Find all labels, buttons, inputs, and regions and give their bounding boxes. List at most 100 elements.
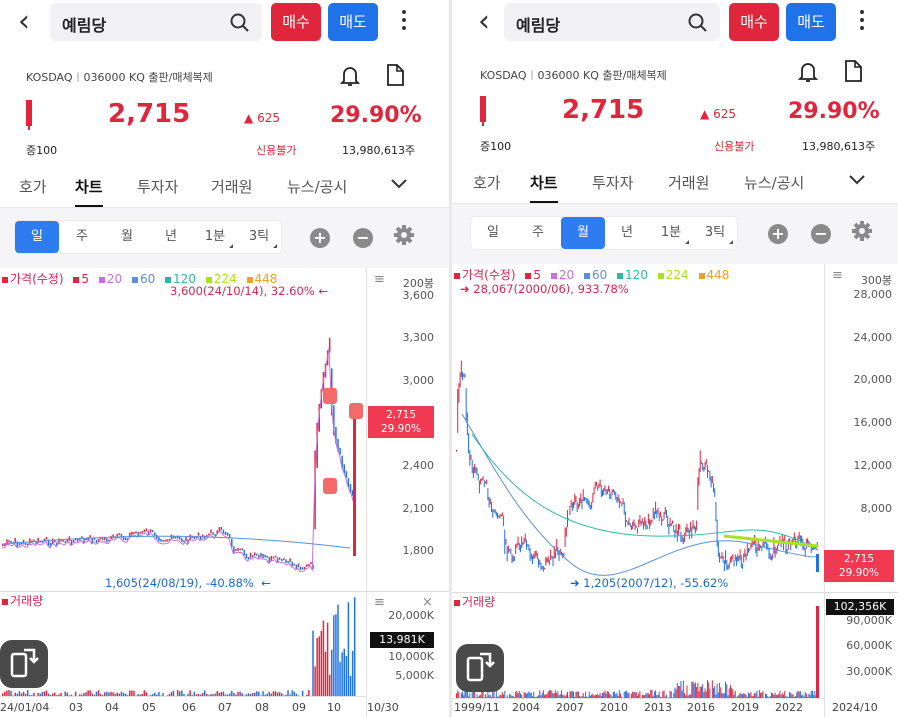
period-week[interactable]: 주 — [532, 225, 544, 240]
volume-bar — [530, 692, 532, 698]
close-icon[interactable]: × — [422, 595, 433, 610]
volume-bar — [748, 692, 750, 698]
daily-chart-area[interactable]: 가격(수정) 5 20 60 120 224 448 ≡ 200봉 3,600 … — [0, 268, 449, 717]
volume-bar — [237, 691, 239, 696]
period-year[interactable]: 년 — [621, 225, 633, 240]
chart-menu-icon[interactable]: ≡ — [832, 268, 843, 283]
price-candle — [135, 531, 137, 534]
volume-bar — [56, 695, 58, 696]
chevron-down-icon[interactable] — [390, 178, 408, 190]
search-box[interactable]: 예림당 — [504, 3, 720, 41]
search-icon[interactable] — [688, 13, 708, 33]
price-candle — [337, 438, 339, 452]
more-menu-icon[interactable] — [860, 10, 866, 34]
volume-bar — [39, 693, 41, 696]
volume-bar — [493, 690, 495, 698]
zoom-in-icon[interactable]: + — [768, 224, 788, 244]
price-candle — [158, 537, 160, 542]
price-candle — [723, 560, 725, 572]
volume-tag: 102,356K — [826, 599, 894, 615]
price-candle — [472, 467, 474, 479]
period-minute[interactable]: 1분 — [649, 217, 693, 249]
y-tick: 3,300 — [402, 331, 435, 344]
search-box[interactable]: 예림당 — [50, 3, 262, 41]
tab-news[interactable]: 뉴스/공시 — [744, 174, 805, 192]
price-candle — [721, 552, 723, 559]
price-candle — [179, 536, 181, 540]
price-candle — [476, 467, 478, 475]
tab-chart[interactable]: 차트 — [530, 174, 558, 203]
back-arrow-icon[interactable]: ‹ — [478, 4, 490, 39]
legend-ma5: 5 — [81, 272, 89, 286]
back-arrow-icon[interactable]: ‹ — [18, 4, 30, 39]
legend-ma5: 5 — [533, 268, 541, 282]
period-tick[interactable]: 3틱 — [237, 221, 281, 253]
tab-broker[interactable]: 거래원 — [211, 178, 253, 196]
period-month[interactable]: 월 — [121, 229, 133, 244]
zoom-out-icon[interactable]: − — [811, 224, 831, 244]
price-candle — [197, 532, 200, 536]
price-candle — [608, 485, 610, 492]
price-candle — [704, 461, 706, 470]
price-candle — [164, 539, 166, 542]
period-month[interactable]: 월 — [561, 217, 605, 249]
tab-broker[interactable]: 거래원 — [668, 174, 710, 192]
volume-bar — [659, 696, 661, 698]
volume-bar — [784, 691, 786, 698]
price-candle — [268, 557, 271, 564]
document-icon[interactable] — [386, 64, 404, 86]
document-icon[interactable] — [844, 60, 862, 82]
chart-menu-icon[interactable]: ≡ — [374, 272, 385, 287]
volume-bar — [545, 694, 547, 698]
tab-chart[interactable]: 차트 — [75, 178, 103, 207]
period-year[interactable]: 년 — [165, 229, 177, 244]
volume-bar — [201, 692, 204, 696]
period-selector: 일 주 월 년 1분 3틱 + − — [0, 208, 449, 268]
volume-bar — [731, 687, 733, 698]
volume-menu-icon[interactable]: ≡ — [374, 595, 385, 610]
buy-button[interactable]: 매수 — [271, 3, 321, 41]
price-candle — [656, 510, 658, 518]
zoom-in-icon[interactable]: + — [310, 228, 330, 248]
price-candle — [258, 554, 260, 558]
sell-button[interactable]: 매도 — [786, 3, 836, 41]
price-candle — [16, 541, 19, 548]
tab-news[interactable]: 뉴스/공시 — [287, 178, 348, 196]
search-icon[interactable] — [230, 13, 250, 33]
tab-orderbook[interactable]: 호가 — [473, 174, 501, 192]
period-day[interactable]: 일 — [15, 221, 59, 253]
period-day[interactable]: 일 — [487, 225, 499, 240]
chevron-down-icon[interactable] — [848, 174, 866, 186]
tab-investor[interactable]: 투자자 — [592, 174, 634, 192]
gear-icon[interactable] — [393, 224, 415, 246]
daily-price-chart[interactable] — [0, 268, 449, 717]
volume-bar — [320, 630, 323, 696]
price-candle — [168, 538, 171, 541]
period-week[interactable]: 주 — [76, 229, 88, 244]
price-candle — [748, 548, 750, 553]
period-minute[interactable]: 1분 — [193, 221, 237, 253]
monthly-chart-area[interactable]: 가격(수정) 5 20 60 120 224 448 ≡ 300봉 28,000… — [452, 264, 898, 717]
tab-investor[interactable]: 투자자 — [137, 178, 179, 196]
price-candle — [673, 524, 675, 532]
buy-button[interactable]: 매수 — [729, 3, 779, 41]
volume-bar — [708, 682, 710, 698]
zoom-out-icon[interactable]: − — [353, 228, 373, 248]
sell-button[interactable]: 매도 — [328, 3, 378, 41]
alarm-bell-icon[interactable] — [798, 60, 818, 84]
price-candle — [62, 540, 64, 543]
alarm-bell-icon[interactable] — [340, 64, 360, 88]
gear-icon[interactable] — [851, 220, 873, 242]
period-tick[interactable]: 3틱 — [693, 217, 737, 249]
tab-orderbook[interactable]: 호가 — [19, 178, 47, 196]
volume-bar — [525, 693, 527, 698]
rotate-screen-button[interactable] — [0, 640, 48, 688]
price-candle — [249, 552, 252, 558]
volume-bar — [681, 690, 683, 698]
price-candle — [308, 563, 310, 566]
volume-bar — [691, 681, 693, 698]
monthly-price-chart[interactable] — [452, 264, 898, 717]
rotate-screen-button[interactable] — [456, 644, 504, 692]
volume-bar — [262, 691, 264, 696]
more-menu-icon[interactable] — [402, 10, 408, 34]
